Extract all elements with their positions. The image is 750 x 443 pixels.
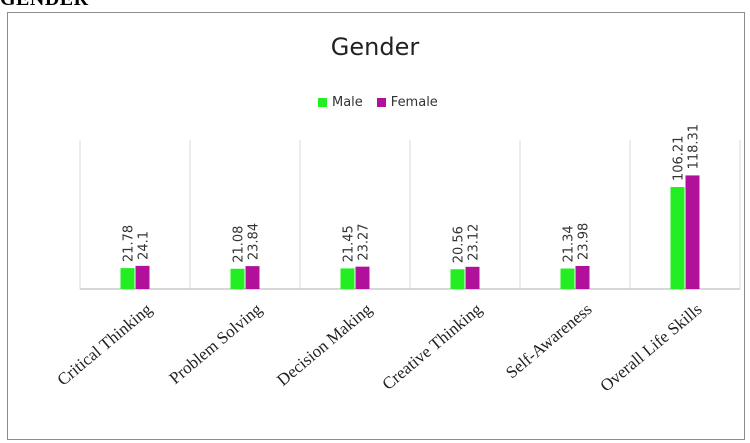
legend-item-male: Male: [318, 95, 363, 110]
bar-female-1: [135, 265, 150, 289]
category-label-2: Problem Solving: [165, 299, 266, 388]
legend-label-female: Female: [390, 94, 438, 110]
data-label-female-4: 23.12: [467, 224, 482, 261]
data-label-female-6: 118.31: [687, 124, 702, 170]
data-label-female-3: 23.27: [357, 223, 372, 260]
legend-swatch-female: [376, 97, 386, 107]
category-label-5: Self-Awareness: [502, 300, 595, 383]
bar-female-4: [465, 266, 480, 289]
bar-female-6: [685, 175, 700, 289]
bar-male-5: [560, 268, 575, 289]
bar-male-4: [450, 269, 465, 289]
legend-label-male: Male: [332, 94, 363, 110]
category-label-4: Creative Thinking: [378, 299, 485, 393]
bar-female-2: [245, 266, 260, 289]
data-label-male-1: 21.78: [122, 225, 137, 262]
data-label-female-1: 24.1: [137, 231, 152, 260]
data-label-female-2: 23.84: [247, 223, 262, 260]
bar-male-2: [230, 268, 245, 289]
data-label-male-6: 106.21: [672, 136, 687, 182]
data-label-female-5: 23.98: [577, 223, 592, 260]
legend-swatch-male: [318, 97, 327, 107]
data-label-male-5: 21.34: [562, 225, 577, 262]
page-heading: GENDER: [0, 0, 89, 11]
bar-male-3: [340, 268, 355, 289]
bar-female-5: [575, 265, 590, 289]
bar-female-3: [355, 266, 370, 289]
category-label-3: Decision Making: [273, 299, 376, 389]
chart-title: Gender: [330, 33, 420, 61]
bar-male-1: [120, 268, 135, 289]
legend-item-female: Female: [376, 94, 438, 110]
data-label-male-2: 21.08: [232, 226, 247, 263]
category-label-6: Overall Life Skills: [596, 300, 705, 396]
chart-frame: [7, 12, 745, 440]
legend: Male Female: [318, 94, 438, 110]
data-label-male-4: 20.56: [452, 226, 467, 263]
data-label-male-3: 21.45: [342, 225, 357, 262]
category-label-1: Critical Thinking: [54, 299, 156, 389]
bar-male-6: [670, 187, 685, 289]
